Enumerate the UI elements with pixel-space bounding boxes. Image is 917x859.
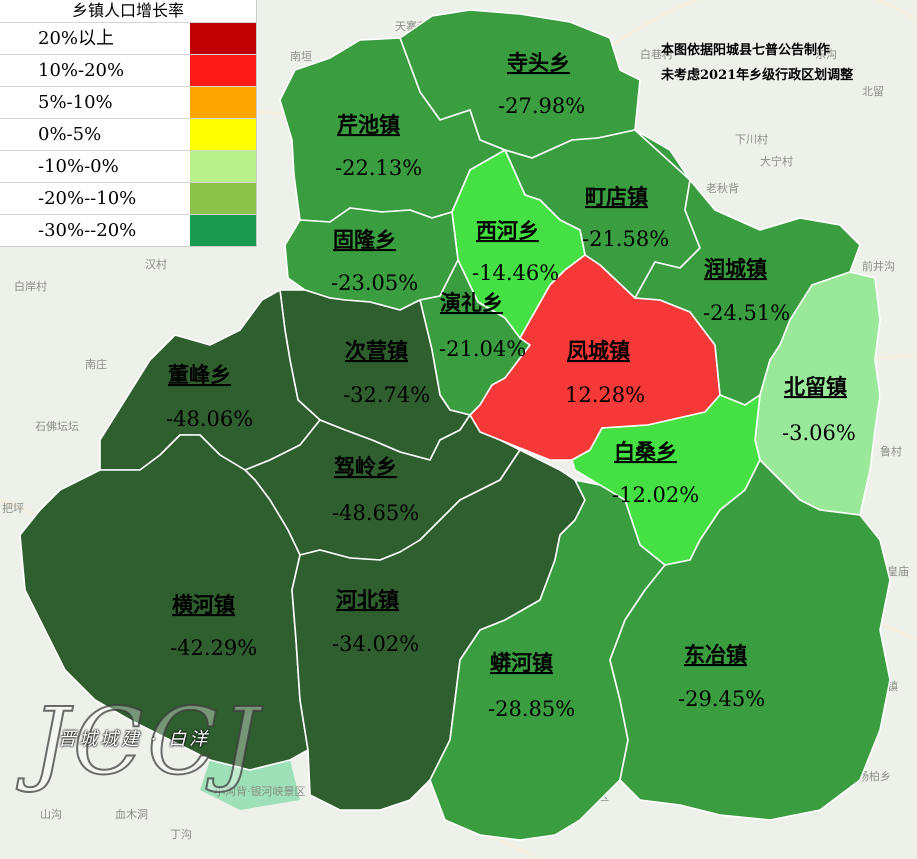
region-value-beiliu: -3.06% — [782, 421, 856, 445]
legend-item-label: -30%--20% — [38, 220, 137, 241]
basemap-place-label: 山沟 — [40, 808, 62, 821]
region-value-hebei: -34.02% — [332, 632, 419, 656]
region-name-runcheng: 润城镇 — [704, 256, 767, 281]
legend-item-swatch — [190, 23, 256, 54]
basemap-place-label: 石佛坛坛 — [35, 420, 79, 433]
basemap-place-label: 前井沟 — [862, 259, 895, 273]
legend-item: -20%--10% — [0, 182, 256, 214]
region-name-dingdian: 町店镇 — [585, 184, 648, 209]
region-value-baisang: -12.02% — [612, 483, 699, 507]
basemap-place-label: 杨柏乡 — [858, 769, 891, 783]
basemap-place-label: 白巷村 — [640, 47, 673, 61]
region-value-runcheng: -24.51% — [703, 301, 790, 325]
region-value-dingdian: -21.58% — [582, 227, 669, 251]
region-value-jialing: -48.65% — [332, 501, 419, 525]
region-value-dongye: -29.45% — [678, 687, 765, 711]
basemap-place-label: 下川村 — [735, 132, 768, 146]
region-value-dongfeng: -48.06% — [166, 407, 253, 431]
region-name-henghe: 横河镇 — [172, 592, 235, 617]
basemap-place-label: 大宁村 — [760, 154, 793, 168]
watermark-caption: 晋城城建 · 白洋 — [58, 729, 211, 750]
region-name-beiliu: 北留镇 — [784, 374, 847, 399]
legend-item: 20%以上 — [0, 22, 256, 54]
watermark-logo: JCCJ — [31, 687, 263, 796]
regions-layer — [19, 9, 891, 841]
region-name-manghe: 蟒河镇 — [490, 650, 553, 675]
region-name-gulong: 固隆乡 — [333, 227, 396, 252]
scenic-area-patch — [200, 760, 300, 810]
region-value-manghe: -28.85% — [488, 697, 575, 721]
region-value-henghe: -42.29% — [170, 636, 257, 660]
legend-item-swatch — [190, 151, 256, 182]
region-value-fengcheng: 12.28% — [565, 383, 645, 407]
legend-item-swatch — [190, 55, 256, 86]
legend-title: 乡镇人口增长率 — [71, 1, 184, 20]
legend-item-swatch — [190, 119, 256, 150]
region-name-baisang: 白桑乡 — [614, 439, 677, 464]
basemap-place-label: 汉村 — [145, 257, 167, 271]
region-name-fengcheng: 凤城镇 — [567, 338, 630, 363]
region-value-yanli: -21.04% — [439, 337, 526, 361]
basemap-place-label: 小沟背·银河峡景区 — [214, 784, 306, 798]
basemap-place-label: 白岸村 — [14, 279, 47, 293]
legend-item: -10%-0% — [0, 150, 256, 182]
legend-item-swatch — [190, 183, 256, 214]
legend-item-swatch — [190, 87, 256, 118]
legend-item-label: 5%-10% — [38, 92, 113, 113]
legend-item-label: 20%以上 — [38, 28, 115, 49]
region-name-dongye: 东冶镇 — [684, 642, 747, 667]
legend: 乡镇人口增长率 20%以上 10%-20% 5%-10% 0%-5% -10%-0% -2… — [0, 0, 257, 247]
basemap-place-label: 南垣 — [290, 50, 312, 63]
basemap-place-label: 把坪 — [2, 501, 24, 515]
source-note-line: 未考虑2021年乡级行政区划调整 — [661, 68, 854, 83]
legend-item-label: -10%-0% — [38, 156, 119, 177]
region-name-hebei: 河北镇 — [336, 587, 399, 612]
region-value-xihe: -14.46% — [472, 261, 559, 285]
legend-item: -30%--20% — [0, 214, 256, 246]
legend-item-swatch — [190, 215, 256, 246]
region-value-gulong: -23.05% — [331, 271, 418, 295]
basemap-place-label: 血木洞 — [115, 807, 148, 821]
legend-rows: 20%以上 10%-20% 5%-10% 0%-5% -10%-0% -20%--10% -… — [0, 22, 256, 246]
basemap-place-label: 北留 — [862, 85, 884, 98]
basemap-place-label: 老秋背 — [706, 181, 739, 195]
region-name-xihe: 西河乡 — [476, 218, 539, 243]
legend-item-label: -20%--10% — [38, 188, 137, 209]
basemap-place-label: 南庄 — [85, 357, 107, 371]
region-value-sitou: -27.98% — [498, 94, 585, 118]
region-labels-layer: 寺头乡 -27.98% 芹池镇 -22.13% 町店镇 -21.58% 西河乡 … — [166, 50, 856, 721]
region-name-zhichi: 芹池镇 — [337, 112, 400, 137]
region-name-ciying: 次营镇 — [345, 338, 408, 363]
region-name-dongfeng: 董峰乡 — [168, 362, 231, 387]
legend-item-label: 10%-20% — [38, 60, 125, 81]
source-note-line: 本图依据阳城县七普公告制作 — [661, 43, 831, 58]
basemap-place-label: 丁沟 — [170, 828, 192, 841]
legend-item-label: 0%-5% — [38, 124, 102, 145]
legend-item: 10%-20% — [0, 54, 256, 86]
basemap-place-label: 鲁村 — [880, 444, 902, 458]
region-value-zhichi: -22.13% — [335, 156, 422, 180]
basemap-place-label: 东沟 — [815, 48, 837, 61]
source-note: 本图依据阳城县七普公告制作 未考虑2021年乡级行政区划调整 — [661, 38, 853, 88]
region-name-sitou: 寺头乡 — [507, 50, 570, 75]
legend-item: 5%-10% — [0, 86, 256, 118]
legend-item: 0%-5% — [0, 118, 256, 150]
region-value-ciying: -32.74% — [343, 383, 430, 407]
region-name-yanli: 演礼乡 — [440, 290, 503, 315]
region-dongye[interactable] — [609, 459, 891, 821]
region-name-jialing: 驾岭乡 — [334, 454, 397, 479]
